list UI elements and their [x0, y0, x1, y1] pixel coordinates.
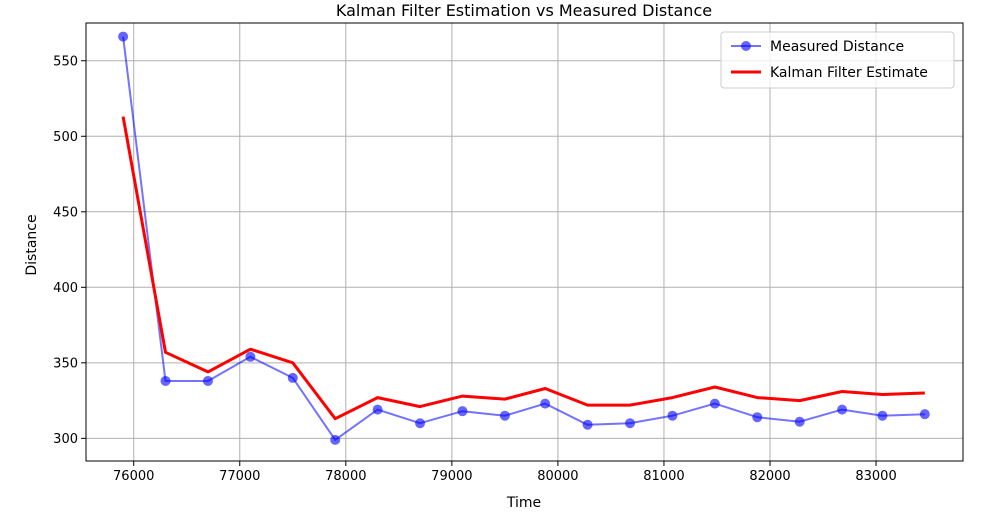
measured-distance-line [122, 36, 925, 441]
legend-measured-label: Measured Distance [770, 39, 904, 55]
x-tick-label: 80000 [537, 469, 578, 484]
x-tick-label: 78000 [325, 469, 366, 484]
legend-box [720, 31, 955, 89]
plot-frame [85, 22, 964, 462]
series-layer [118, 31, 930, 445]
x-tick-label: 81000 [643, 469, 684, 484]
x-tick-label: 77000 [219, 469, 260, 484]
measured-distance-point [540, 398, 551, 409]
measured-distance-point [457, 406, 468, 417]
y-tick-label: 500 [53, 130, 78, 145]
measured-distance-point [667, 410, 678, 421]
measured-distance-point [415, 418, 426, 429]
x-tick-label: 82000 [749, 469, 790, 484]
measured-distance-point [919, 409, 930, 420]
y-axis-label: Distance [24, 214, 40, 275]
ticks: 76000 77000 78000 79000 80000 81000 82000 83000… [53, 54, 897, 484]
y-tick-label: 300 [53, 432, 78, 447]
x-axis-label: Time [506, 495, 541, 511]
measured-distance-point [837, 404, 848, 415]
measured-distance-point [118, 31, 129, 42]
y-tick-label: 400 [53, 281, 78, 296]
measured-distance-point [709, 398, 720, 409]
y-tick-label: 350 [53, 356, 78, 371]
chart-title: Kalman Filter Estimation vs Measured Dis… [336, 1, 712, 20]
measured-distance-point [499, 410, 510, 421]
measured-distance-point [625, 418, 636, 429]
measured-distance-point [160, 375, 171, 386]
legend-kalman-label: Kalman Filter Estimate [770, 65, 928, 81]
kalman-estimate-line [121, 116, 925, 421]
measured-distance-point [330, 434, 341, 445]
x-tick-label: 83000 [855, 469, 896, 484]
y-tick-label: 450 [53, 205, 78, 220]
legend: Measured Distance Kalman Filter Estimate [720, 31, 955, 89]
measured-distance-point [202, 375, 213, 386]
legend-measured-marker [741, 41, 751, 51]
y-tick-label: 550 [53, 54, 78, 69]
measured-distance-point [372, 404, 383, 415]
x-tick-label: 76000 [113, 469, 154, 484]
measured-distance-point [794, 416, 805, 427]
measured-distance-point [582, 419, 593, 430]
measured-distance-point [877, 410, 888, 421]
measured-distance-point [245, 351, 256, 362]
measured-distance-point [752, 412, 763, 423]
measured-distance-point [287, 372, 298, 383]
x-tick-label: 79000 [431, 469, 472, 484]
